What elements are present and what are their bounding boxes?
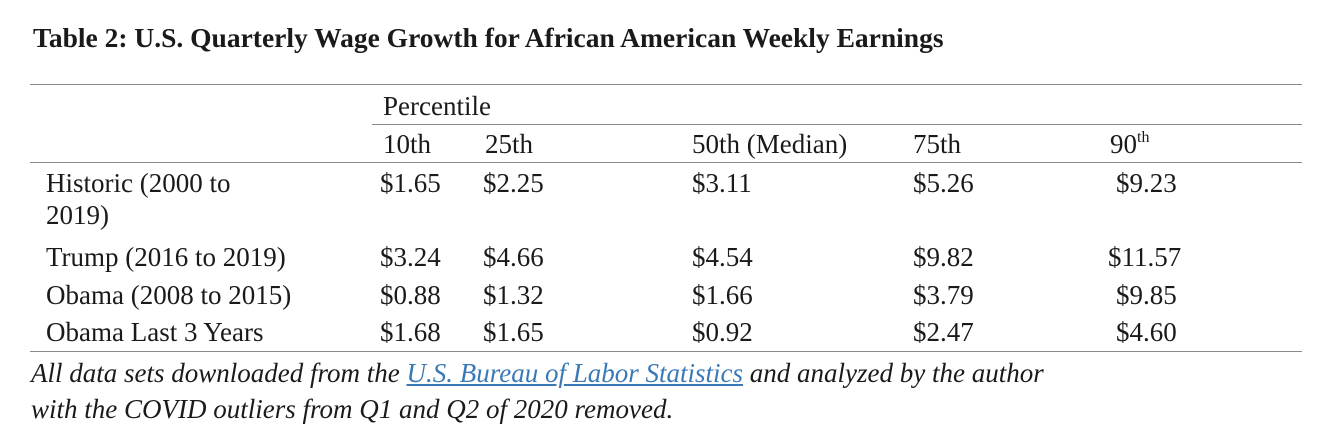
cell-obama-last3-10th: $1.68 [380,317,441,347]
cell-obama-90th: $9.85 [1116,280,1177,310]
cell-obama-50th: $1.66 [692,280,753,310]
row-label-historic-line2: 2019) [46,200,109,230]
col-header-90th-base: 90 [1110,129,1137,159]
cell-obama-last3-90th: $4.60 [1116,317,1177,347]
table-top-rule [30,84,1302,85]
row-label-obama-last3: Obama Last 3 Years [46,317,264,347]
row-label-historic: Historic (2000 to 2019) [46,167,230,231]
source-note-line2: with the COVID outliers from Q1 and Q2 o… [31,394,674,424]
cell-obama-last3-25th: $1.65 [483,317,544,347]
col-header-50th: 50th (Median) [692,129,848,159]
cell-obama-10th: $0.88 [380,280,441,310]
row-label-obama: Obama (2008 to 2015) [46,280,292,310]
col-header-75th: 75th [913,129,962,159]
cell-obama-last3-75th: $2.47 [913,317,974,347]
cell-historic-10th: $1.65 [380,168,441,198]
cell-historic-50th: $3.11 [692,168,752,198]
source-note-suffix: and analyzed by the author [743,358,1044,388]
cell-trump-50th: $4.54 [692,242,753,272]
cell-obama-25th: $1.32 [483,280,544,310]
cell-trump-10th: $3.24 [380,242,441,272]
cell-historic-25th: $2.25 [483,168,544,198]
header-rule [30,162,1302,163]
table-title: Table 2: U.S. Quarterly Wage Growth for … [33,22,944,53]
percentile-header: Percentile [383,91,491,121]
col-header-90th-sup: th [1137,129,1150,146]
col-header-25th: 25th [485,129,534,159]
col-header-90th: 90th [1110,128,1149,160]
source-note-prefix: All data sets downloaded from the [31,358,407,388]
table-bottom-rule [30,351,1302,352]
bls-link[interactable]: U.S. Bureau of Labor Statistics [406,358,743,388]
cell-trump-75th: $9.82 [913,242,974,272]
cell-historic-90th: $9.23 [1116,168,1177,198]
cell-trump-25th: $4.66 [483,242,544,272]
col-header-10th: 10th [383,129,432,159]
cell-obama-last3-50th: $0.92 [692,317,753,347]
cell-historic-75th: $5.26 [913,168,974,198]
source-note: All data sets downloaded from the U.S. B… [31,355,1311,427]
percentile-rule [372,124,1302,125]
row-label-trump: Trump (2016 to 2019) [46,242,286,272]
row-label-historic-line1: Historic (2000 to [46,168,231,198]
source-note-line1: All data sets downloaded from the U.S. B… [31,355,1311,391]
cell-obama-75th: $3.79 [913,280,974,310]
cell-trump-90th: $11.57 [1108,242,1182,272]
